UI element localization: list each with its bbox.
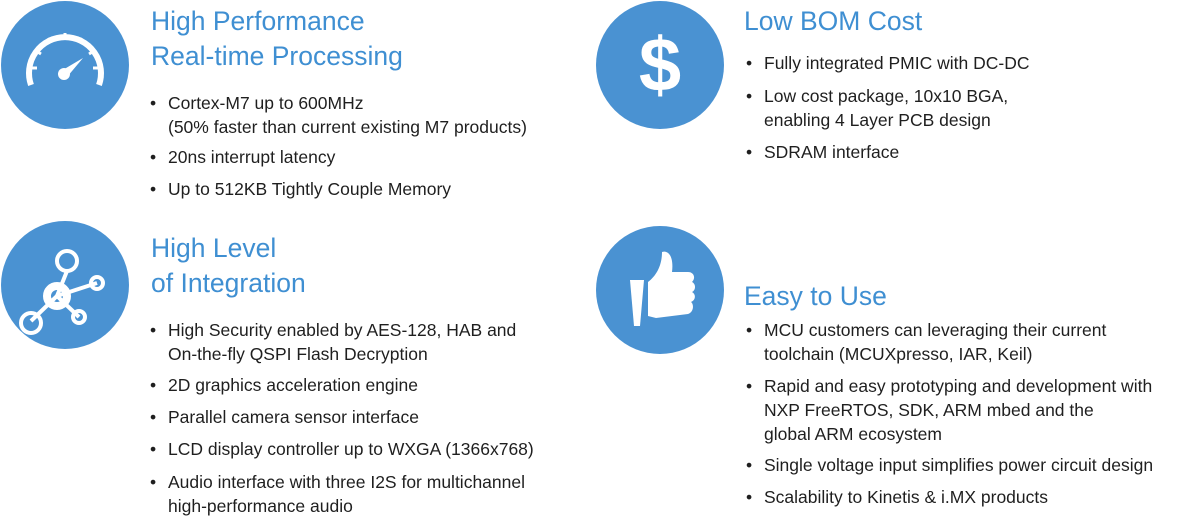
bullet-text-line: Audio interface with three I2S for multi…: [168, 472, 525, 492]
bullet-text-line: Rapid and easy prototyping and developme…: [764, 376, 1153, 396]
title-line: High Performance: [151, 6, 365, 36]
bullet-item: Scalability to Kinetis & i.MX products: [746, 485, 1048, 509]
bullet-item: Parallel camera sensor interface: [150, 405, 419, 429]
bullet-text-line: MCU customers can leveraging their curre…: [764, 320, 1107, 340]
bullet-item: 2D graphics acceleration engine: [150, 373, 418, 397]
title-line: of Integration: [151, 268, 306, 298]
section-title-bom-cost: Low BOM Cost: [744, 4, 922, 39]
bullet-text-line: toolchain (MCUXpresso, IAR, Keil): [764, 344, 1033, 364]
section-title-performance: High Performance Real-time Processing: [151, 4, 403, 74]
title-line: Easy to Use: [744, 281, 887, 311]
bullet-text-line: Cortex-M7 up to 600MHz: [168, 93, 364, 113]
bullet-text-line: Fully integrated PMIC with DC-DC: [764, 53, 1030, 73]
bullet-text-line: SDRAM interface: [764, 142, 900, 162]
bullet-item: Fully integrated PMIC with DC-DC: [746, 51, 1029, 75]
bullet-item: Low cost package, 10x10 BGA, enabling 4 L…: [746, 84, 1008, 132]
bullet-text-line: Scalability to Kinetis & i.MX products: [764, 487, 1049, 507]
bullet-text-line: NXP FreeRTOS, SDK, ARM mbed and the: [764, 400, 1094, 420]
bullet-text-line: (50% faster than current existing M7 pro…: [168, 117, 527, 137]
bullet-item: SDRAM interface: [746, 140, 899, 164]
bullet-item: High Security enabled by AES-128, HAB an…: [150, 318, 516, 366]
section-title-easy-to-use: Easy to Use: [744, 279, 887, 314]
bullet-item: Cortex-M7 up to 600MHz (50% faster than c…: [150, 91, 527, 139]
bullet-item: Single voltage input simplifies power ci…: [746, 453, 1153, 477]
bullet-text-line: high-performance audio: [168, 496, 353, 516]
bullet-text-line: enabling 4 Layer PCB design: [764, 110, 991, 130]
speedometer-icon: [1, 1, 129, 129]
bullet-text-line: High Security enabled by AES-128, HAB an…: [168, 320, 517, 340]
bullet-text-line: Single voltage input simplifies power ci…: [764, 455, 1154, 475]
bullet-item: Audio interface with three I2S for multi…: [150, 470, 525, 518]
bullet-text-line: 20ns interrupt latency: [168, 147, 336, 167]
bullet-item: Rapid and easy prototyping and developme…: [746, 374, 1152, 446]
bullet-text-line: On-the-fly QSPI Flash Decryption: [168, 344, 428, 364]
section-title-integration: High Level of Integration: [151, 231, 306, 301]
title-line: Low BOM Cost: [744, 6, 923, 36]
bullet-item: LCD display controller up to WXGA (1366x…: [150, 437, 534, 461]
bullet-text-line: Up to 512KB Tightly Couple Memory: [168, 179, 452, 199]
svg-text:$: $: [639, 23, 681, 108]
bullet-text-line: global ARM ecosystem: [764, 424, 942, 444]
bullet-text-line: LCD display controller up to WXGA (1366x…: [168, 439, 534, 459]
title-line: Real-time Processing: [151, 41, 403, 71]
bullet-item: MCU customers can leveraging their curre…: [746, 318, 1106, 366]
bullet-text-line: 2D graphics acceleration engine: [168, 375, 419, 395]
title-line: High Level: [151, 233, 277, 263]
bullet-text-line: Parallel camera sensor interface: [168, 407, 419, 427]
bullet-text-line: Low cost package, 10x10 BGA,: [764, 86, 1009, 106]
bullet-item: Up to 512KB Tightly Couple Memory: [150, 177, 451, 201]
thumbs-up-icon: [596, 226, 724, 354]
network-nodes-icon: [1, 221, 129, 349]
bullet-item: 20ns interrupt latency: [150, 145, 335, 169]
dollar-icon: $: [596, 1, 724, 129]
